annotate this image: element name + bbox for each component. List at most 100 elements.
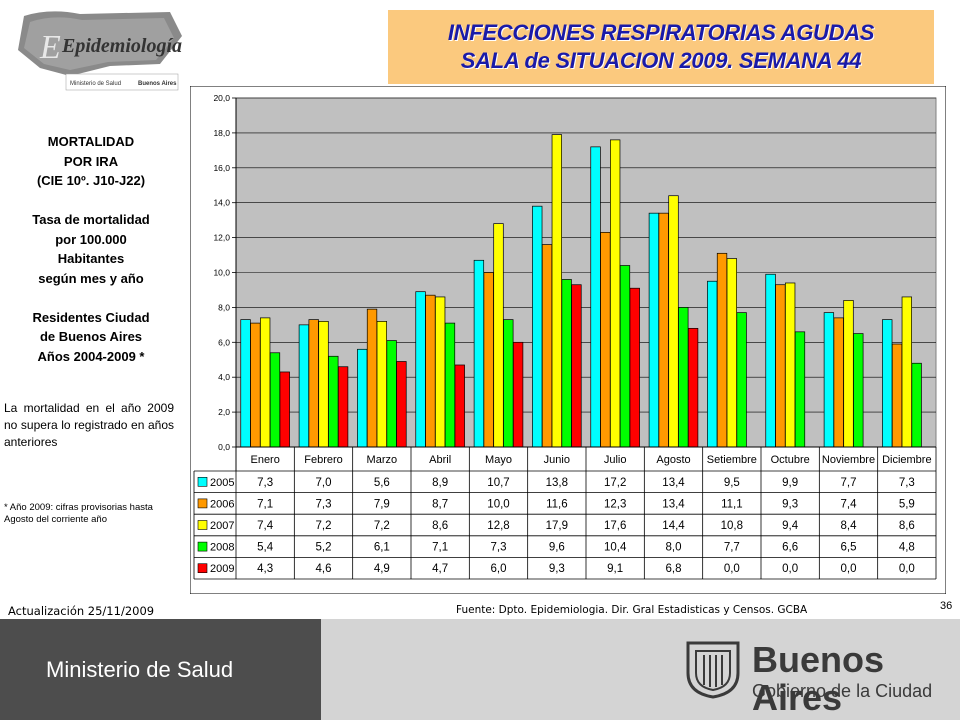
bar-2005-junio	[532, 205, 543, 448]
bar-2005-diciembre	[882, 319, 893, 448]
update-date: Actualización 25/11/2009	[8, 604, 155, 618]
table-value: 7,4	[257, 520, 274, 532]
legend-label-2008: 2008	[210, 542, 234, 554]
y-tick-label: 18,0	[213, 128, 230, 138]
table-value: 4,8	[899, 542, 915, 554]
table-value: 7,1	[432, 542, 448, 554]
bar-2006-mayo	[483, 272, 494, 448]
table-value: 7,9	[374, 498, 390, 510]
y-tick-label: 16,0	[213, 163, 230, 173]
bar-2007-julio	[610, 139, 621, 448]
y-tick-label: 0,0	[218, 442, 230, 452]
sidebar-line: Residentes Ciudad	[32, 309, 150, 325]
logo-graphic: E Epidemiología Ministerio de Salud Buen…	[18, 11, 182, 91]
table-value: 5,6	[374, 477, 390, 489]
bar-2008-agosto	[678, 307, 689, 448]
sidebar-line: según mes y año	[38, 270, 144, 286]
table-value: 0,0	[724, 563, 740, 575]
month-label: Diciembre	[882, 454, 932, 466]
table-value: 17,9	[546, 520, 568, 532]
bar-2006-junio	[541, 244, 553, 448]
city-subtitle: Gobierno de la Ciudad	[752, 681, 933, 701]
data-table: Enero Febrero Marzo Abril Mayo Junio Julio Agos…	[193, 446, 937, 580]
bar-2007-marzo	[376, 321, 387, 448]
bar-2009-febrero	[337, 366, 349, 448]
bar-2007-febrero	[318, 321, 329, 448]
table-value: 12,3	[604, 498, 626, 510]
month-label: Octubre	[771, 454, 810, 466]
bar-2008-noviembre	[853, 333, 864, 448]
table-value: 14,4	[662, 520, 685, 532]
bar-2005-febrero	[298, 324, 310, 448]
month-label: Mayo	[485, 454, 512, 466]
legend-label-2007: 2007	[210, 520, 234, 532]
table-value: 10,0	[487, 498, 509, 510]
legend-swatch-2007	[197, 520, 208, 530]
bar-2008-mayo	[503, 319, 514, 448]
grid	[236, 97, 936, 413]
bar-2009-junio	[571, 284, 582, 448]
table-value: 7,2	[316, 520, 332, 532]
sidebar-line	[6, 288, 176, 308]
bar-2008-junio	[561, 279, 572, 448]
y-tick-label: 6,0	[218, 337, 230, 347]
title-box: INFECCIONES RESPIRATORIAS AGUDAS SALA de…	[388, 10, 934, 84]
table-value: 10,7	[487, 477, 509, 489]
city-name: Buenos Aires	[752, 639, 885, 718]
month-label: Enero	[250, 454, 279, 466]
table-value: 4,7	[432, 563, 448, 575]
table-value: 11,1	[721, 498, 743, 510]
table-value: 6,0	[491, 563, 507, 575]
sidebar-line	[6, 191, 176, 211]
table-value: 4,3	[257, 563, 273, 575]
sidebar-line: POR IRA	[63, 153, 119, 169]
table-value: 5,2	[316, 542, 332, 554]
legend-swatch-2009	[197, 563, 208, 574]
y-tick-label: 12,0	[213, 233, 230, 243]
logo-city: Buenos Aires	[138, 81, 177, 87]
bar-2006-abril	[425, 294, 436, 448]
bar-2008-diciembre	[911, 362, 922, 448]
sidebar-line: por 100.000	[55, 231, 127, 247]
table-value: 5,4	[257, 542, 274, 554]
table-value: 7,3	[316, 498, 332, 510]
bars	[240, 134, 922, 448]
table-value: 9,3	[549, 563, 565, 575]
table-value: 4,6	[316, 563, 332, 575]
table-value: 7,7	[724, 542, 740, 554]
bar-2009-enero	[279, 371, 290, 448]
legend-swatch-2006	[197, 498, 208, 509]
bar-2008-abril	[444, 322, 456, 448]
month-label: Marzo	[367, 454, 398, 466]
bar-2005-octubre	[765, 273, 776, 448]
y-tick-label: 10,0	[213, 268, 230, 278]
logo-ministry: Ministerio de Salud	[70, 81, 121, 87]
footer-bar: Ministerio de Salud Buenos Aires Gobiern…	[0, 619, 960, 720]
month-label: Agosto	[656, 454, 690, 466]
sidebar-note: La mortalidad en el año 2009 no supera l…	[4, 401, 174, 449]
bar-2006-setiembre	[716, 252, 728, 448]
bar-2006-octubre	[775, 284, 786, 448]
y-tick-label: 14,0	[213, 198, 230, 208]
sidebar-line: Habitantes	[57, 251, 125, 266]
table-value: 11,6	[546, 498, 568, 510]
ministry-label: Ministerio de Salud	[46, 657, 234, 682]
bar-2009-marzo	[396, 361, 407, 448]
bar-2006-diciembre	[891, 343, 903, 448]
sidebar-line: (CIE 10º. J10-J22)	[36, 173, 146, 188]
table-value: 8,6	[899, 520, 915, 532]
table-value: 6,1	[374, 542, 390, 554]
bar-2008-setiembre	[736, 312, 747, 448]
bar-2008-febrero	[328, 355, 339, 448]
bar-2009-julio	[629, 287, 640, 448]
bar-2006-julio	[600, 232, 611, 448]
sidebar-line: de Buenos Aires	[39, 329, 143, 344]
table-value: 9,4	[782, 520, 799, 532]
bar-2005-julio	[590, 146, 601, 448]
table-value: 7,7	[841, 477, 857, 489]
table-value: 7,3	[257, 477, 273, 489]
bar-2006-marzo	[366, 308, 378, 448]
bar-2007-mayo	[493, 223, 504, 448]
epidemiologia-logo: E Epidemiología Ministerio de Salud Buen…	[10, 6, 186, 94]
table-value: 0,0	[841, 563, 857, 575]
